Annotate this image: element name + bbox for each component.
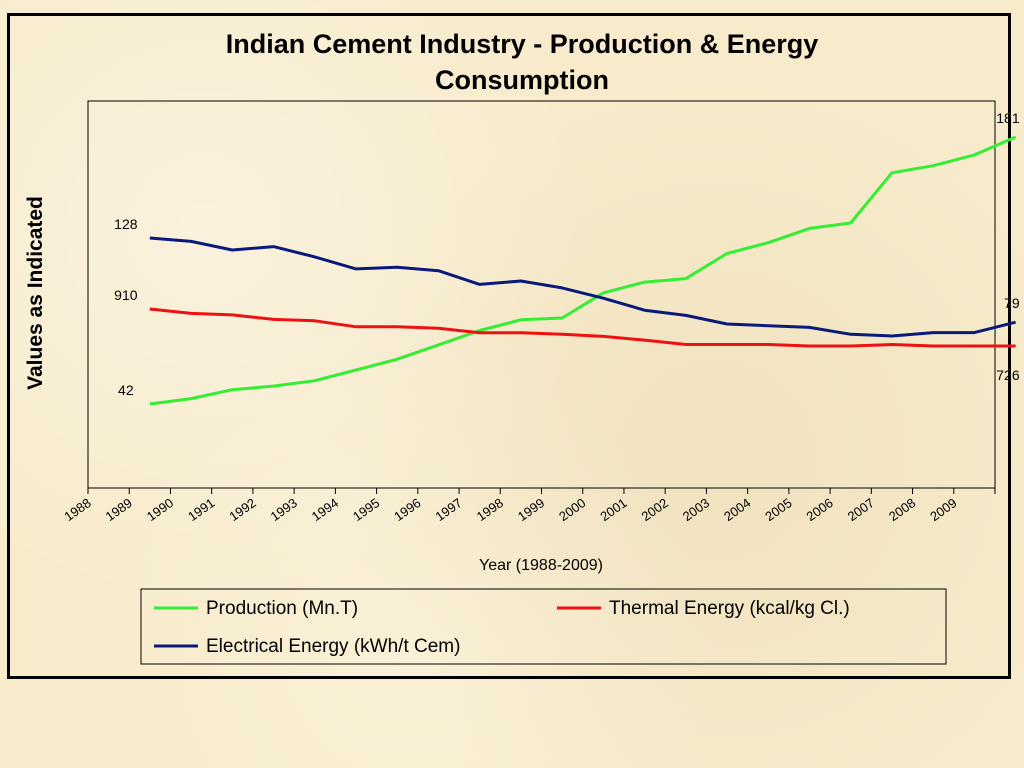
data-label: 128 <box>114 216 138 232</box>
x-tick-label: 1997 <box>432 495 464 524</box>
x-axis-ticks: 1988 1989 1990 1991 1992 1993 1994 1995 1996 1997… <box>61 488 996 524</box>
x-tick-label: 2007 <box>845 495 877 524</box>
x-tick-label: 1989 <box>103 495 135 524</box>
data-label: 181 <box>996 110 1020 126</box>
x-tick-label: 1988 <box>61 495 93 524</box>
chart-title-line1: Indian Cement Industry - Production & En… <box>226 29 819 59</box>
x-tick-label: 1993 <box>268 495 300 524</box>
x-tick-label: 2008 <box>886 495 918 524</box>
x-tick-label: 2009 <box>927 495 959 524</box>
data-labels: 42 181 910 726 128 79 <box>114 110 1020 398</box>
x-tick-label: 2001 <box>597 495 629 524</box>
series-line <box>149 236 1016 338</box>
x-tick-label: 1990 <box>144 495 176 524</box>
chart-title-line2: Consumption <box>435 65 609 95</box>
series-lines <box>149 135 1017 406</box>
x-tick-label: 2005 <box>762 495 794 524</box>
x-tick-label: 1992 <box>226 495 258 524</box>
legend-label: Electrical Energy (kWh/t Cem) <box>206 636 460 657</box>
data-label: 910 <box>114 287 138 303</box>
x-tick-label: 1999 <box>515 495 547 524</box>
x-axis-label: Year (1988-2009) <box>479 557 603 574</box>
legend-label: Production (Mn.T) <box>206 598 358 619</box>
x-tick-label: 1995 <box>350 495 382 524</box>
x-tick-label: 2006 <box>804 495 836 524</box>
x-tick-label: 1998 <box>474 495 506 524</box>
x-tick-label: 2003 <box>680 495 712 524</box>
data-label: 42 <box>118 382 134 398</box>
legend-label: Thermal Energy (kcal/kg Cl.) <box>609 598 850 619</box>
x-tick-label: 2002 <box>639 495 671 524</box>
series-line <box>149 307 1016 348</box>
x-tick-label: 1994 <box>309 495 341 524</box>
series-line <box>149 135 1017 406</box>
x-tick-label: 1996 <box>391 495 423 524</box>
data-label: 79 <box>1004 295 1020 311</box>
x-tick-label: 1991 <box>185 495 217 524</box>
legend-box <box>140 588 947 665</box>
plot-area <box>87 100 996 489</box>
data-label: 726 <box>996 367 1020 383</box>
x-tick-label: 2004 <box>721 495 753 524</box>
x-tick-label: 2000 <box>556 495 588 524</box>
legend: Production (Mn.T) Thermal Energy (kcal/kg… <box>154 598 850 657</box>
y-axis-label: Values as Indicated <box>24 196 47 390</box>
